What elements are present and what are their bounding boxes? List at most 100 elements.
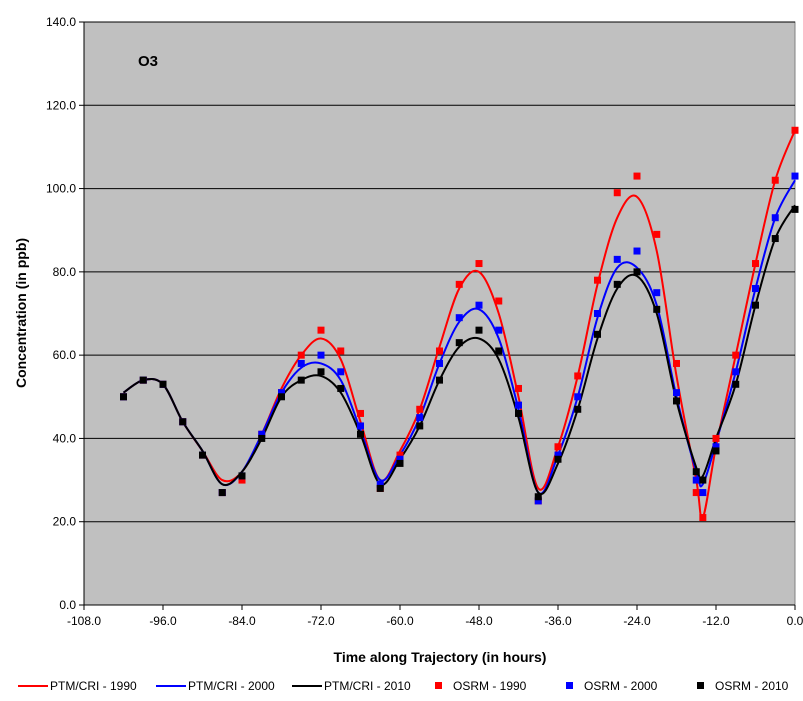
point-osrm-2000	[791, 172, 799, 180]
y-tick-label: 0.0	[59, 598, 76, 612]
legend-swatch-osrm-2000	[566, 682, 573, 689]
point-osrm-1990	[554, 443, 562, 451]
point-osrm-1990	[633, 172, 641, 180]
point-osrm-1990	[712, 434, 720, 442]
point-osrm-1990	[791, 126, 799, 134]
point-osrm-2010	[416, 422, 424, 430]
point-osrm-2000	[258, 430, 266, 438]
point-osrm-2000	[673, 389, 680, 397]
point-osrm-1990	[396, 451, 404, 459]
point-osrm-2010	[120, 393, 127, 401]
point-osrm-2010	[699, 476, 707, 484]
point-osrm-1990	[475, 260, 483, 268]
legend-label-osrm-2000: OSRM - 2000	[584, 679, 658, 693]
point-osrm-2010	[436, 376, 443, 384]
point-osrm-2000	[455, 314, 463, 322]
point-osrm-2000	[594, 310, 601, 317]
point-osrm-1990	[673, 359, 680, 367]
point-osrm-1990	[436, 347, 443, 355]
point-osrm-1990	[732, 351, 740, 359]
x-tick-label: -108.0	[67, 614, 101, 628]
point-osrm-1990	[337, 347, 345, 355]
x-tick-label: -60.0	[386, 614, 414, 628]
point-osrm-2000	[297, 359, 305, 367]
point-osrm-2010	[475, 326, 483, 334]
point-osrm-2010	[732, 380, 740, 388]
point-osrm-2010	[752, 301, 759, 309]
legend-swatch-osrm-2010	[697, 682, 704, 689]
gridlines	[83, 21, 795, 606]
point-osrm-2000	[376, 480, 384, 488]
chart-annotation: O3	[138, 53, 158, 70]
point-osrm-2010	[258, 434, 266, 442]
point-osrm-1990	[752, 260, 759, 268]
legend-swatch-osrm-1990	[435, 682, 442, 689]
point-osrm-1990	[771, 176, 779, 184]
point-osrm-2000	[692, 476, 700, 484]
point-osrm-2000	[317, 351, 325, 359]
point-osrm-2010	[574, 405, 582, 413]
point-osrm-2000	[515, 401, 522, 409]
point-osrm-2010	[179, 418, 187, 426]
point-osrm-2000	[495, 326, 503, 334]
point-osrm-2010	[337, 384, 345, 392]
x-tick-label: -48.0	[465, 614, 493, 628]
point-osrm-2010	[633, 268, 641, 276]
point-osrm-2000	[278, 389, 285, 397]
point-osrm-2010	[139, 376, 147, 384]
point-osrm-1990	[416, 405, 424, 413]
series-points	[120, 126, 799, 522]
plot-area	[83, 21, 796, 606]
point-osrm-2010	[357, 430, 364, 438]
point-osrm-2010	[653, 305, 661, 313]
x-tick-label: -12.0	[702, 614, 730, 628]
y-tick-label: 20.0	[53, 515, 77, 529]
y-tick-label: 80.0	[53, 265, 77, 279]
y-axis-title: Concentration (in ppb)	[13, 238, 29, 388]
legend-label-ptm-cri-2010: PTM/CRI - 2010	[324, 679, 411, 693]
point-osrm-2000	[475, 301, 483, 309]
point-osrm-2010	[613, 280, 621, 288]
y-tick-label: 100.0	[46, 182, 76, 196]
point-osrm-2010	[534, 493, 542, 501]
point-osrm-1990	[692, 489, 700, 497]
point-osrm-2010	[218, 489, 226, 497]
point-osrm-2010	[554, 455, 562, 463]
legend-label-osrm-1990: OSRM - 1990	[453, 679, 527, 693]
point-osrm-2010	[376, 484, 384, 492]
point-osrm-1990	[613, 189, 621, 197]
point-osrm-2000	[732, 368, 740, 376]
point-osrm-2000	[554, 451, 562, 459]
point-osrm-2010	[278, 393, 285, 401]
y-tick-label: 40.0	[53, 431, 77, 445]
x-tick-label: 0.0	[787, 614, 803, 628]
y-axis-ticks: 0.0 20.0 40.0 60.0 80.0 100.0 120.0 140.0	[46, 15, 84, 612]
point-osrm-2010	[515, 409, 522, 417]
point-osrm-2010	[297, 376, 305, 384]
series-line-ptm-cri-2010	[122, 204, 796, 496]
x-tick-label: -96.0	[149, 614, 177, 628]
point-osrm-2010	[238, 472, 246, 480]
point-osrm-2010	[712, 447, 720, 455]
x-axis-ticks: -108.0 -96.0 -84.0 -72.0 -60.0 -48.0 -36.0 -24.…	[67, 605, 803, 628]
point-osrm-2000	[337, 368, 345, 376]
point-osrm-2000	[436, 359, 443, 367]
point-osrm-1990	[317, 326, 325, 334]
x-tick-label: -72.0	[307, 614, 335, 628]
y-tick-label: 120.0	[46, 98, 76, 112]
point-osrm-2000	[633, 247, 641, 255]
point-osrm-1990	[357, 409, 364, 417]
x-tick-label: -36.0	[544, 614, 572, 628]
point-osrm-2010	[317, 368, 325, 376]
point-osrm-2000	[752, 285, 759, 293]
point-osrm-1990	[653, 230, 661, 238]
point-osrm-1990	[515, 384, 522, 392]
point-osrm-2000	[653, 289, 661, 297]
point-osrm-1990	[699, 514, 707, 522]
y-tick-label: 140.0	[46, 15, 76, 29]
point-osrm-2010	[199, 451, 206, 459]
point-osrm-2000	[771, 214, 779, 222]
point-osrm-2000	[534, 497, 542, 505]
x-tick-label: -24.0	[623, 614, 651, 628]
